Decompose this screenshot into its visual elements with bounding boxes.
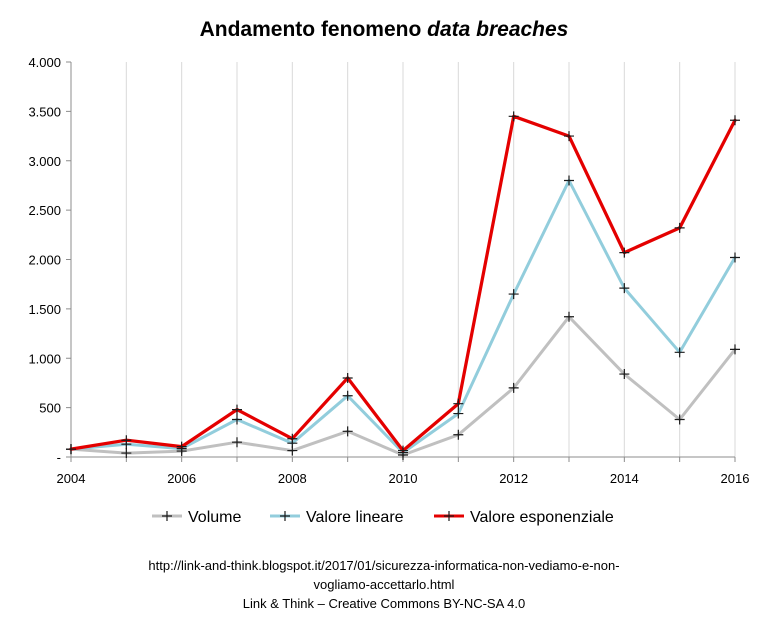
y-tick-label: 2.500 [28,203,61,218]
data-point-marker [342,390,353,401]
series-layer [66,111,740,461]
gridlines [70,62,736,457]
data-point-marker [453,408,464,419]
legend-label: Valore lineare [306,509,404,526]
data-point-marker [730,252,740,263]
x-tick-label: 2014 [610,471,639,486]
caption-url-line-1: http://link-and-think.blogspot.it/2017/0… [148,558,620,573]
y-tick-label: 3.000 [28,154,61,169]
chart-title-main: Andamento fenomeno [200,18,428,41]
data-point-marker [342,373,353,383]
data-point-marker [232,414,242,425]
data-point-marker [508,111,519,122]
y-tick-label: 1.000 [28,351,61,366]
legend-swatch-marker [444,511,454,521]
caption-license: Link & Think – Creative Commons BY-NC-SA… [242,596,526,611]
data-point-marker [232,437,242,448]
y-tick-label: - [57,450,61,465]
data-point-marker [508,289,519,300]
data-point-marker [564,131,574,142]
data-point-marker [674,414,685,425]
data-point-marker [453,398,464,409]
y-tick-label: 2.000 [28,253,61,268]
caption-url-line-2: vogliamo-accettarlo.html [313,577,455,592]
data-point-marker [121,435,132,446]
y-tick-label: 1.500 [28,302,61,317]
chart-title: Andamento fenomeno data breaches [200,18,569,41]
data-point-marker [508,382,519,393]
x-tick-label: 2006 [167,471,196,486]
data-point-marker [619,369,630,380]
legend-label: Volume [188,509,241,526]
data-point-marker [730,344,740,355]
legend-swatch-marker [162,511,172,521]
y-tick-label: 3.500 [28,104,61,119]
caption: http://link-and-think.blogspot.it/2017/0… [0,556,768,613]
legend-label: Valore esponenziale [470,509,614,526]
data-point-marker [66,444,76,455]
legend: Volume Valore lineare Valore esponenziale [152,509,614,526]
data-point-marker [619,283,630,294]
line-chart: Andamento fenomeno data breaches - 500 1.0… [28,18,750,526]
data-point-marker [342,426,353,437]
x-axis-ticks: 2004 2006 2008 2010 2012 2014 2016 [57,457,750,486]
data-point-marker [730,115,740,126]
data-point-marker [564,311,574,322]
y-axis-ticks: - 500 1.000 1.500 2.000 2.500 3.000 3.500 4.000 [28,55,71,465]
data-point-marker [398,445,408,456]
y-tick-label: 4.000 [28,55,61,70]
data-point-marker [121,448,132,459]
x-tick-label: 2010 [389,471,418,486]
legend-swatch-marker [280,511,290,521]
chart-title-italic: data breaches [427,18,568,41]
data-point-marker [619,247,630,258]
x-tick-label: 2016 [721,471,750,486]
data-point-marker [453,429,464,440]
data-point-marker [232,404,242,415]
data-point-marker [674,347,685,358]
data-point-marker [287,433,298,444]
x-tick-label: 2008 [278,471,307,486]
data-point-marker [564,175,574,186]
data-point-marker [674,222,685,233]
x-tick-label: 2012 [499,471,528,486]
x-tick-label: 2004 [57,471,86,486]
data-point-marker [176,441,187,452]
y-tick-label: 500 [39,401,61,416]
